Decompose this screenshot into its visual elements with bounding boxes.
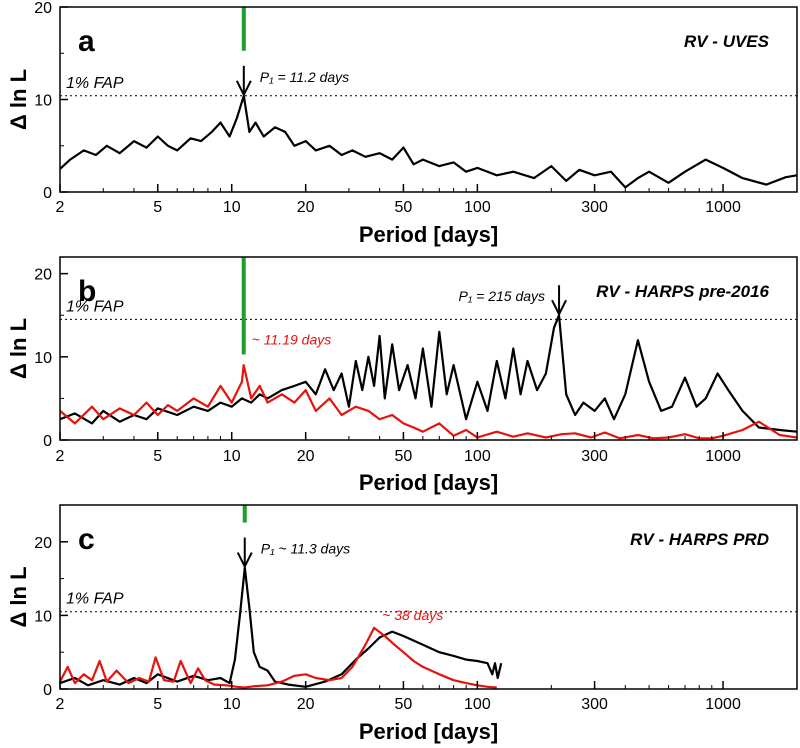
x-tick-label: 50	[395, 448, 413, 465]
y-tick-label: 10	[34, 350, 52, 367]
series-line-black	[60, 566, 503, 688]
panel-title: RV - UVES	[684, 32, 770, 51]
plot-frame	[59, 504, 798, 690]
x-tick-label: 50	[395, 696, 413, 713]
x-tick-label: 10	[223, 696, 241, 713]
x-tick-label: 2	[56, 448, 65, 465]
y-tick-label: 0	[43, 433, 52, 450]
plot-area	[60, 94, 797, 189]
x-tick-label: 5	[153, 448, 162, 465]
x-tick-label: 20	[297, 448, 315, 465]
panel-letter: c	[78, 523, 95, 556]
annotation-label: ~ 38 days	[382, 607, 443, 623]
y-axis-title: Δ ln L	[6, 318, 31, 379]
annotation-arrow-head	[236, 552, 253, 569]
series-line-red	[60, 364, 797, 440]
x-tick-label: 2	[56, 696, 65, 713]
y-tick-label: 10	[34, 608, 52, 625]
fap-label: 1% FAP	[66, 75, 124, 92]
x-tick-label: 100	[464, 448, 491, 465]
x-tick-label: 20	[297, 696, 315, 713]
x-tick-label: 300	[581, 448, 608, 465]
x-tick-label: 20	[297, 199, 315, 216]
y-tick-label: 20	[34, 267, 52, 284]
panel-b: 2 5 10 20 50 100 300 1000 0 10 20 Period [days] Δ ln…	[6, 256, 798, 495]
y-tick-label: 20	[34, 535, 52, 552]
y-tick-label: 0	[43, 682, 52, 699]
series-line-black	[60, 314, 797, 433]
y-tick-label: 0	[43, 185, 52, 202]
x-tick-label: 100	[464, 199, 491, 216]
annotation-arrow-head	[551, 299, 567, 317]
annotation-label: P₁ ~ 11.3 days	[261, 541, 350, 557]
y-tick-label: 20	[34, 0, 52, 17]
x-tick-label: 300	[581, 199, 608, 216]
x-tick-label: 50	[395, 199, 413, 216]
x-tick-label: 300	[581, 696, 608, 713]
x-tick-label: 10	[223, 448, 241, 465]
series-line-black	[60, 94, 797, 189]
panel-letter: a	[78, 25, 95, 58]
y-axis-title: Δ ln L	[6, 69, 31, 130]
plot-area	[60, 314, 797, 440]
annotation-label: ~ 11.19 days	[252, 332, 332, 348]
fap-label: 1% FAP	[66, 591, 124, 608]
y-tick-label: 10	[34, 93, 52, 110]
x-tick-label: 2	[56, 199, 65, 216]
x-tick-label: 10	[223, 199, 241, 216]
annotation-label: P₁ = 215 days	[459, 288, 546, 304]
plot-frame	[59, 256, 798, 441]
panel-title: RV - HARPS pre-2016	[596, 282, 769, 301]
annotation-arrow-head	[235, 80, 252, 98]
x-tick-label: 1000	[705, 199, 741, 216]
x-axis-title: Period [days]	[359, 222, 498, 247]
panel-letter: b	[78, 275, 96, 308]
x-tick-label: 1000	[705, 696, 741, 713]
x-tick-label: 1000	[705, 448, 741, 465]
x-tick-label: 5	[153, 199, 162, 216]
annotation-label: P₁ = 11.2 days	[260, 69, 349, 85]
panel-c: 2 5 10 20 50 100 300 1000 0 10 20 Period [days] Δ ln…	[6, 504, 798, 744]
x-tick-label: 5	[153, 696, 162, 713]
plot-area	[60, 566, 503, 689]
panel-a: 2 5 10 20 50 100 300 1000 0 10 20 Period [days] Δ ln…	[6, 0, 798, 247]
x-axis-title: Period [days]	[359, 470, 498, 495]
x-tick-label: 100	[464, 696, 491, 713]
fap-label: 1% FAP	[66, 298, 124, 315]
y-axis-title: Δ ln L	[6, 566, 31, 627]
series-line-red	[60, 626, 497, 689]
panel-title: RV - HARPS PRD	[630, 530, 769, 549]
x-axis-title: Period [days]	[359, 719, 498, 744]
